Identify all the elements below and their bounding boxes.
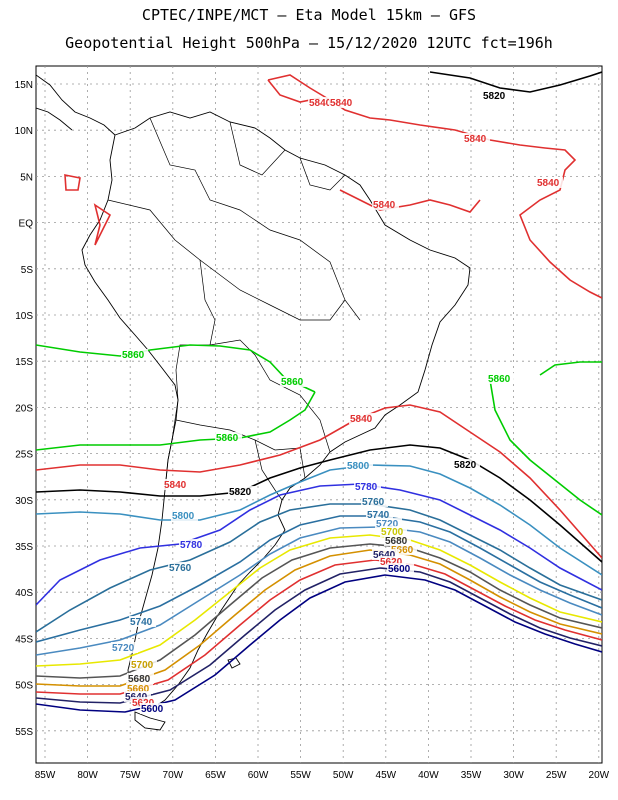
contour-label-5760-east: 5760 xyxy=(362,497,385,508)
lon-tick-label: 60W xyxy=(248,770,269,781)
lon-tick-label: 80W xyxy=(77,770,98,781)
lon-tick-label: 55W xyxy=(290,770,311,781)
contour-5800 xyxy=(36,464,602,576)
lon-tick-label: 85W xyxy=(35,770,56,781)
contour-5820-south xyxy=(36,444,602,563)
contour-5780 xyxy=(36,483,602,606)
contour-label-5700-west: 5700 xyxy=(131,660,154,671)
lon-tick-label: 35W xyxy=(461,770,482,781)
contour-5840-andes xyxy=(93,203,112,246)
lat-tick-label: 5N xyxy=(20,172,33,183)
contour-label-5720-west: 5720 xyxy=(112,643,135,654)
contour-label-5740-east: 5740 xyxy=(367,510,390,521)
contour-label-5820-east: 5820 xyxy=(454,460,477,471)
lon-tick-label: 50W xyxy=(333,770,354,781)
contour-label-5780-east: 5780 xyxy=(355,482,378,493)
contour-label-5840-amazon: 5840 xyxy=(373,200,396,211)
contour-label-5800-west: 5800 xyxy=(172,511,195,522)
lat-tick-label: 35S xyxy=(15,542,33,553)
contour-label-5680-west: 5680 xyxy=(128,674,151,685)
contour-label-5660-west: 5660 xyxy=(127,684,150,695)
lat-tick-label: 25S xyxy=(15,450,33,461)
contour-label-5840-ne-1: 5840 xyxy=(309,98,332,109)
lat-tick-label: 45S xyxy=(15,634,33,645)
chart-title-line1: CPTEC/INPE/MCT – Eta Model 15km – GFS xyxy=(141,6,477,24)
contour-5820-north xyxy=(429,71,602,93)
contour-label-5700-east: 5700 xyxy=(381,527,404,538)
contour-label-5860-east: 5860 xyxy=(488,374,511,385)
contour-label-5600-west: 5600 xyxy=(141,704,164,715)
contour-5860-east xyxy=(489,379,602,516)
lon-tick-label: 45W xyxy=(376,770,397,781)
lat-tick-label: 40S xyxy=(15,588,33,599)
lat-tick-label: 15S xyxy=(15,357,33,368)
contour-label-5720-east: 5720 xyxy=(376,519,399,530)
contour-label-5820-west: 5820 xyxy=(229,487,252,498)
contour-5860-east2 xyxy=(539,361,602,376)
contour-label-5860-south: 5860 xyxy=(216,433,239,444)
contour-5840-amazon xyxy=(339,189,481,213)
lat-tick-label: 15N xyxy=(15,80,33,91)
contour-label-5640-east: 5640 xyxy=(373,550,396,561)
lon-tick-label: 40W xyxy=(418,770,439,781)
contour-label-5800-east: 5800 xyxy=(347,461,370,472)
contour-label-5840-ne-3: 5840 xyxy=(464,134,487,145)
lat-tick-label: 30S xyxy=(15,496,33,507)
lat-tick-label: 10S xyxy=(15,311,33,322)
contour-label-5860-west: 5860 xyxy=(122,350,145,361)
contour-label-5760-west: 5760 xyxy=(169,563,192,574)
contour-label-5820-north: 5820 xyxy=(483,91,506,102)
contour-label-5840-ne-4: 5840 xyxy=(537,178,560,189)
contour-5620 xyxy=(36,567,602,704)
chart-title-line2: Geopotential Height 500hPa – 15/12/2020 … xyxy=(65,34,553,52)
lat-tick-label: 20S xyxy=(15,403,33,414)
lat-tick-label: 55S xyxy=(15,727,33,738)
lon-tick-label: 20W xyxy=(589,770,610,781)
height-contours xyxy=(36,71,602,713)
latitude-ticks: 15N 10N 5N EQ 5S 10S 15S 20S 25S 30S 35S 40S 45S 50S 5… xyxy=(15,80,34,738)
contour-label-5860-mid: 5860 xyxy=(281,377,304,388)
contour-label-5740-west: 5740 xyxy=(130,617,153,628)
lat-tick-label: EQ xyxy=(19,219,34,230)
longitude-ticks: 85W 80W 75W 70W 65W 60W 55W 50W 45W 40W 35W 30W 25W 2… xyxy=(35,770,610,781)
contour-label-5620-east: 5620 xyxy=(380,557,403,568)
contour-5740 xyxy=(36,515,602,643)
contour-5720 xyxy=(36,526,602,656)
contour-5700 xyxy=(36,534,602,667)
lat-tick-label: 50S xyxy=(15,681,33,692)
contour-5760 xyxy=(36,503,602,633)
contour-label-5840-south: 5840 xyxy=(350,414,373,425)
contour-label-5840-sw: 5840 xyxy=(164,480,187,491)
contour-5840-pacific xyxy=(64,174,81,191)
contour-label-5680-east: 5680 xyxy=(385,536,408,547)
contour-label-5600-east: 5600 xyxy=(388,564,411,575)
lat-tick-label: 5S xyxy=(21,265,34,276)
lon-tick-label: 70W xyxy=(163,770,184,781)
lat-tick-label: 10N xyxy=(15,126,33,137)
contour-label-5840-ne-2: 5840 xyxy=(330,98,353,109)
map-frame xyxy=(35,65,603,764)
contour-label-5660-east: 5660 xyxy=(391,545,414,556)
lon-tick-label: 25W xyxy=(546,770,567,781)
lon-tick-label: 30W xyxy=(503,770,524,781)
lon-tick-label: 75W xyxy=(120,770,141,781)
contour-label-5780-west: 5780 xyxy=(180,540,203,551)
lon-tick-label: 65W xyxy=(205,770,226,781)
